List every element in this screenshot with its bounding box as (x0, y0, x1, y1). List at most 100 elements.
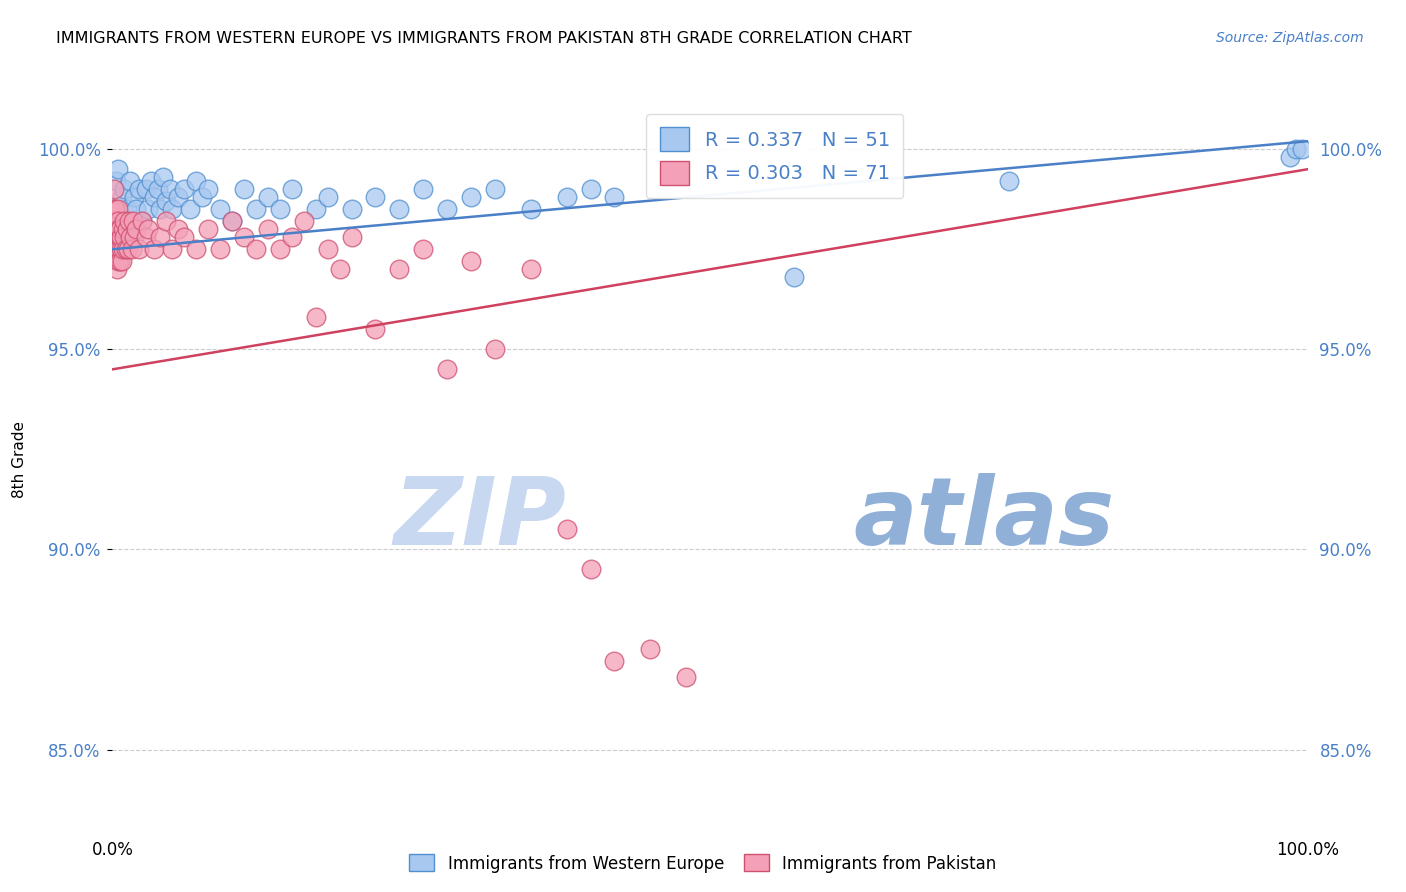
Point (305, 310, 328, 325)
Point (149, 202, 172, 217)
Point (179, 202, 201, 217)
Point (316, 242, 339, 256)
Point (107, 162, 129, 177)
Point (555, 523, 578, 537)
Point (104, 222, 127, 236)
Point (103, 202, 125, 217)
Point (484, 182, 506, 196)
Point (1291, 142, 1313, 156)
Point (105, 222, 128, 236)
Point (108, 230, 131, 244)
Text: IMMIGRANTS FROM WESTERN EUROPE VS IMMIGRANTS FROM PAKISTAN 8TH GRADE CORRELATION: IMMIGRANTS FROM WESTERN EUROPE VS IMMIGR… (56, 31, 912, 46)
Point (281, 230, 304, 244)
Point (388, 202, 411, 217)
Point (122, 190, 145, 204)
Point (233, 182, 256, 196)
Point (257, 190, 280, 204)
Point (125, 222, 148, 236)
Legend: R = 0.337   N = 51, R = 0.303   N = 71: R = 0.337 N = 51, R = 0.303 N = 71 (647, 113, 904, 198)
Point (112, 214, 135, 228)
Point (221, 214, 243, 228)
Point (149, 230, 172, 244)
Point (155, 214, 177, 228)
Point (138, 202, 160, 217)
Point (167, 190, 190, 204)
Point (121, 242, 143, 256)
Point (233, 230, 256, 244)
Point (159, 182, 181, 196)
Point (115, 202, 138, 217)
Point (998, 174, 1021, 188)
Point (107, 214, 129, 228)
Legend: Immigrants from Western Europe, Immigrants from Pakistan: Immigrants from Western Europe, Immigran… (402, 847, 1004, 880)
Point (162, 242, 183, 256)
Point (167, 222, 190, 236)
Point (143, 190, 166, 204)
Point (128, 242, 150, 256)
Point (555, 190, 578, 204)
Point (152, 170, 174, 185)
Point (120, 174, 142, 188)
Point (146, 182, 169, 196)
Point (460, 254, 482, 268)
Point (197, 222, 219, 236)
Point (143, 242, 166, 256)
Point (186, 174, 208, 188)
Point (1285, 142, 1308, 156)
Point (520, 202, 543, 217)
Point (269, 242, 291, 256)
Y-axis label: 8th Grade: 8th Grade (11, 421, 27, 498)
Point (105, 174, 128, 188)
Point (108, 222, 131, 236)
Point (209, 202, 232, 217)
Point (117, 242, 139, 256)
Point (121, 214, 143, 228)
Point (162, 202, 183, 217)
Point (114, 230, 135, 244)
Point (122, 230, 145, 244)
Point (118, 214, 141, 228)
Point (110, 242, 132, 256)
Point (257, 222, 280, 236)
Point (114, 242, 136, 256)
Point (340, 202, 363, 217)
Point (675, 671, 697, 685)
Point (114, 182, 135, 196)
Point (138, 222, 160, 236)
Point (412, 182, 434, 196)
Point (115, 222, 138, 236)
Point (364, 322, 387, 336)
Point (155, 194, 177, 209)
Point (139, 174, 162, 188)
Point (131, 214, 153, 228)
Point (221, 214, 243, 228)
Point (603, 190, 626, 204)
Point (281, 182, 304, 196)
Point (640, 642, 662, 657)
Point (110, 230, 132, 244)
Point (107, 202, 129, 217)
Point (186, 242, 208, 256)
Point (783, 270, 806, 285)
Text: ZIP: ZIP (394, 473, 567, 565)
Point (110, 222, 132, 236)
Point (105, 242, 128, 256)
Point (197, 182, 219, 196)
Point (460, 190, 482, 204)
Point (388, 262, 411, 277)
Point (104, 202, 127, 217)
Point (603, 655, 626, 669)
Point (120, 230, 142, 244)
Point (245, 202, 267, 217)
Point (135, 182, 157, 196)
Point (305, 202, 328, 217)
Point (103, 182, 125, 196)
Point (111, 222, 134, 236)
Point (107, 230, 129, 244)
Point (191, 190, 214, 204)
Point (269, 202, 291, 217)
Point (340, 230, 363, 244)
Point (292, 214, 315, 228)
Point (245, 242, 267, 256)
Point (436, 362, 458, 376)
